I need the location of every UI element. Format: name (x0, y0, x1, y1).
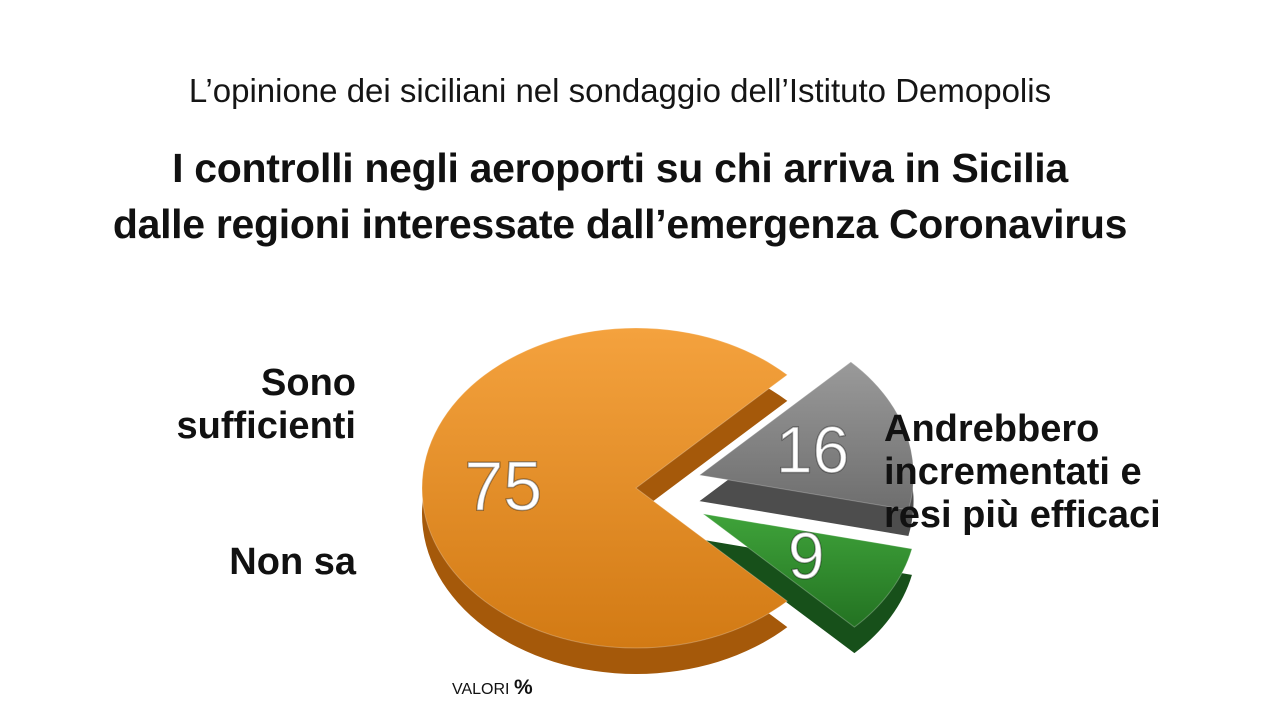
chart-title: I controlli negli aeroporti su chi arriv… (0, 140, 1240, 252)
label-line: Andrebbero (884, 408, 1100, 450)
units-symbol: % (513, 676, 533, 699)
label-andrebbero: Andrebbero incrementati e resi più effic… (884, 408, 1161, 537)
slice-andrebbero (421, 327, 789, 649)
slice-sufficienti (702, 513, 913, 628)
label-line: Non sa (229, 541, 356, 583)
label-non-sa: Non sa (229, 541, 356, 584)
chart-kicker: L’opinione dei siciliani nel sondaggio d… (188, 72, 1052, 109)
label-line: resi più efficaci (884, 494, 1161, 536)
pie-slices (421, 327, 915, 674)
pie-values: 9 16 75 (464, 412, 850, 593)
value-label-sufficienti: 9 (788, 518, 825, 592)
label-line: Sono (261, 362, 356, 404)
label-line: incrementati e (884, 451, 1142, 493)
units-text: VALORI (452, 681, 510, 698)
value-label-andrebbero: 75 (464, 447, 542, 525)
units-note: VALORI % (452, 676, 533, 700)
slice-non_sa (698, 361, 915, 511)
chart-title-line-2: dalle regioni interessate dall’emergenza… (112, 201, 1128, 247)
label-line: sufficienti (176, 405, 356, 447)
label-sono-sufficienti: Sono sufficienti (177, 362, 356, 448)
value-label-non_sa: 16 (776, 413, 849, 487)
chart-title-line-1: I controlli negli aeroporti su chi arriv… (172, 145, 1068, 191)
